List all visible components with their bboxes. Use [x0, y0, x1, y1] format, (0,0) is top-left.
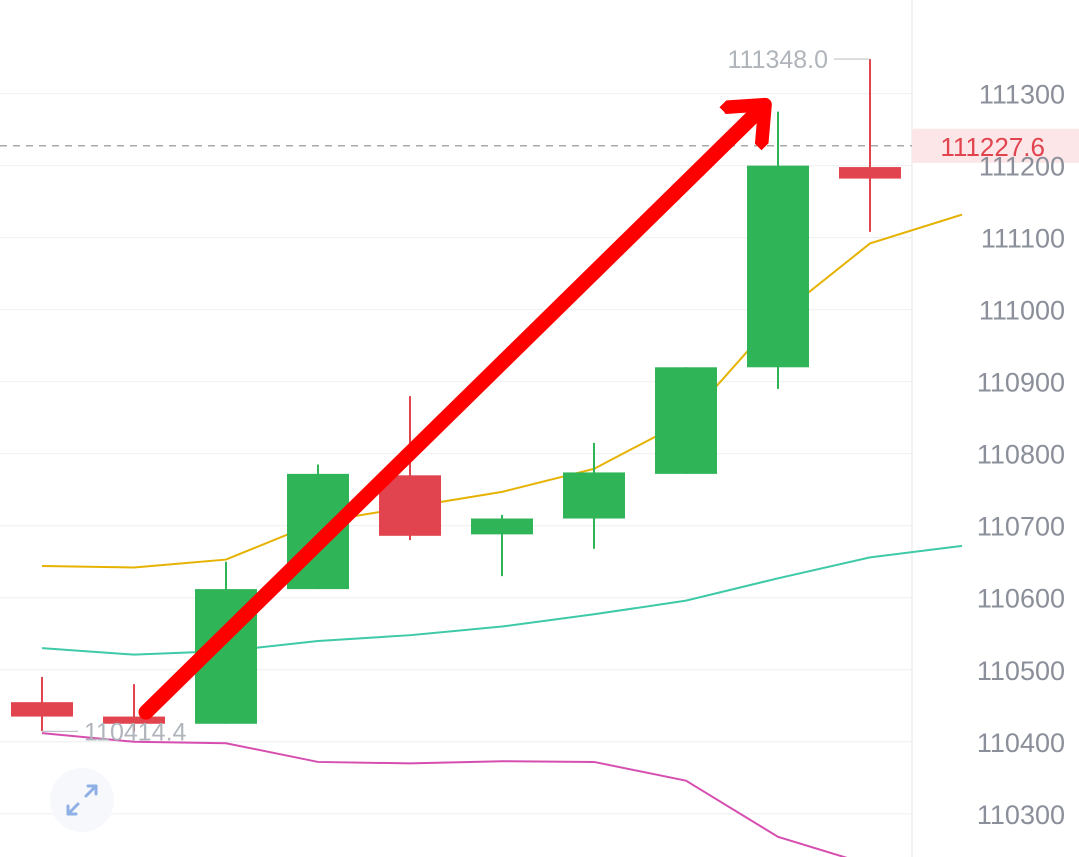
- y-tick-label: 110500: [977, 656, 1065, 686]
- candle: [11, 676, 73, 731]
- candle-body: [563, 472, 625, 519]
- candle-body: [11, 702, 73, 717]
- price-axis: 110300 110400 110500 110600 110700 110800 1109…: [977, 80, 1065, 830]
- y-tick-label: 110300: [977, 800, 1065, 830]
- candle-body: [747, 165, 809, 368]
- low-price-label: 110414.4: [84, 718, 187, 746]
- candle: [655, 367, 717, 474]
- y-tick-label: 110600: [977, 584, 1065, 614]
- y-tick-label: 110900: [977, 368, 1065, 398]
- current-price-label: 111227.6: [940, 132, 1045, 162]
- candle-body: [839, 167, 901, 179]
- y-tick-label: 110700: [977, 512, 1065, 542]
- candle: [471, 514, 533, 577]
- y-tick-label: 110800: [977, 440, 1065, 470]
- candle-body: [655, 367, 717, 474]
- candle: [563, 442, 625, 549]
- candle: [379, 396, 441, 541]
- candles: [11, 59, 901, 732]
- current-price-tag: [912, 128, 1079, 163]
- candle: [839, 59, 901, 232]
- expand-arrows-icon: [66, 784, 98, 816]
- candle-body: [103, 716, 165, 724]
- expand-chart-button[interactable]: [50, 768, 114, 832]
- y-tick-label: 111200: [979, 152, 1065, 182]
- ma-line-2: [41, 732, 848, 857]
- trend-arrow: [138, 106, 764, 720]
- y-tick-label: 110400: [977, 728, 1065, 758]
- candle-body: [471, 518, 533, 535]
- high-price-label: 111348.0: [727, 46, 828, 74]
- candle: [747, 111, 809, 389]
- y-tick-label: 111000: [979, 296, 1065, 326]
- candle-body: [379, 475, 441, 536]
- y-tick-label: 111300: [979, 80, 1065, 110]
- annotations: 111227.6 111348.0 110414.4: [0, 46, 1079, 746]
- trend-arrow-line: [138, 106, 764, 720]
- candle: [103, 684, 165, 732]
- y-tick-label: 111100: [981, 224, 1065, 254]
- ma-line-0: [41, 213, 963, 569]
